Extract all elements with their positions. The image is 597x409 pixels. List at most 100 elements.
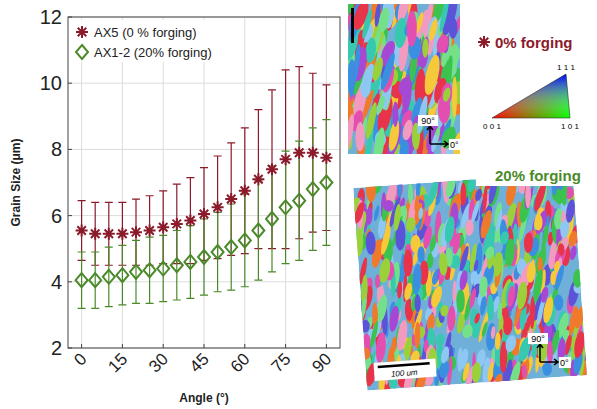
grain <box>429 285 444 309</box>
grain <box>507 360 523 390</box>
point <box>280 200 292 214</box>
grain <box>438 4 451 33</box>
direction-label: 90° <box>531 334 545 344</box>
scale-bar <box>351 8 354 43</box>
grain <box>366 207 373 225</box>
grain <box>397 175 402 198</box>
ipf-label: 1 1 1 <box>557 63 575 72</box>
grain <box>569 245 578 261</box>
axis-title: Grain Size (μm) <box>9 138 23 226</box>
grain <box>426 16 440 41</box>
tick-label: 12 <box>40 6 62 28</box>
grain <box>356 297 368 328</box>
grain <box>559 220 570 233</box>
grain <box>369 320 380 348</box>
error-bar <box>241 194 249 287</box>
point <box>198 250 210 264</box>
grain <box>526 262 537 283</box>
point <box>266 163 278 175</box>
point <box>130 226 142 238</box>
grain <box>503 317 514 336</box>
error-bar <box>227 204 235 290</box>
grain <box>393 102 399 127</box>
plot-frame <box>68 17 340 348</box>
error-bar <box>186 226 194 299</box>
grain <box>378 257 392 283</box>
grain <box>482 185 488 214</box>
direction-label: 0° <box>560 358 569 368</box>
tick-label: 75 <box>268 349 295 376</box>
grain <box>365 231 376 255</box>
grain <box>553 264 566 292</box>
error-bar <box>146 237 154 303</box>
tick-label: 10 <box>40 72 62 94</box>
point <box>144 263 156 277</box>
point <box>89 228 101 240</box>
micrograph-marker <box>478 36 490 48</box>
point <box>212 245 224 259</box>
grain <box>442 87 452 103</box>
tick-label: 6 <box>51 205 62 227</box>
grain <box>397 76 414 98</box>
grain <box>506 285 516 307</box>
error-bar <box>78 252 86 308</box>
grain <box>360 320 370 333</box>
grain <box>418 207 424 219</box>
grain <box>497 302 503 320</box>
micrograph <box>348 4 460 154</box>
tick-label: 0 <box>70 349 90 369</box>
error-bar <box>105 247 113 307</box>
grain <box>522 365 527 378</box>
grain <box>439 346 450 365</box>
grain <box>355 122 365 152</box>
grain <box>460 183 466 206</box>
point <box>144 224 156 236</box>
tick <box>68 215 72 216</box>
tick <box>122 344 123 348</box>
grain <box>573 304 587 329</box>
grain <box>493 373 504 389</box>
grain <box>495 209 504 232</box>
grain <box>541 296 555 324</box>
point <box>157 262 169 276</box>
error-bar <box>309 128 317 250</box>
grain <box>375 95 386 115</box>
micrograph-label: 20% forging <box>495 167 581 184</box>
tick <box>204 344 205 348</box>
grain <box>452 232 462 255</box>
error-bar <box>132 240 140 303</box>
point <box>157 221 169 233</box>
error-bar <box>200 219 208 295</box>
grain <box>393 204 402 232</box>
grain <box>417 246 425 263</box>
point <box>320 176 332 190</box>
grain <box>448 18 457 39</box>
tick-label: 90 <box>308 349 335 376</box>
tick <box>81 344 82 348</box>
grain <box>353 201 366 224</box>
point <box>103 270 115 284</box>
point <box>116 228 128 240</box>
point <box>116 268 128 282</box>
legend-label: AX5 (0 % forging) <box>94 25 197 40</box>
grain <box>435 33 451 54</box>
grain <box>449 305 456 328</box>
point <box>307 182 319 196</box>
grain <box>452 76 458 117</box>
plot-background <box>68 17 340 348</box>
point <box>239 185 251 197</box>
grain <box>360 9 373 39</box>
tick <box>68 348 72 349</box>
error-bar <box>214 212 222 291</box>
direction-arrows <box>427 126 448 147</box>
micrograph-label: 0% forging <box>495 34 573 51</box>
grain <box>439 304 449 316</box>
tick <box>68 149 72 150</box>
grain <box>523 232 533 253</box>
grain <box>375 332 388 364</box>
grain <box>388 305 401 332</box>
grain <box>403 249 413 276</box>
grain <box>525 182 531 208</box>
direction-label: 0° <box>450 140 459 150</box>
label-patch <box>418 115 438 126</box>
